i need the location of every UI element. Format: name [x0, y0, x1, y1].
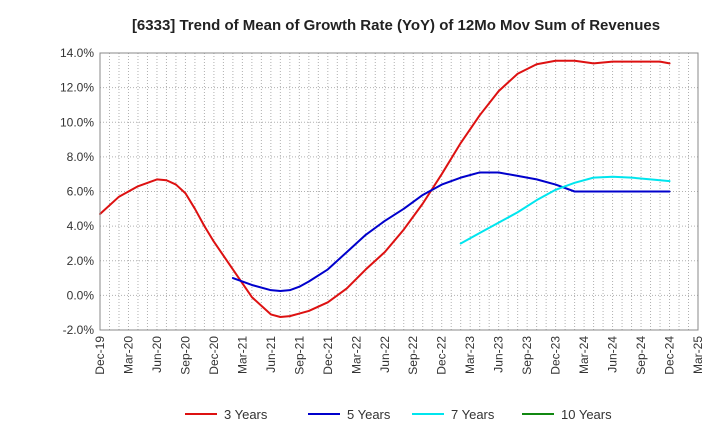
x-tick-label: Jun-21 — [264, 336, 278, 373]
x-tick-label: Mar-21 — [235, 336, 249, 374]
legend-item-3-years: 3 Years — [185, 407, 268, 422]
legend-label: 5 Years — [347, 407, 391, 422]
x-tick-label: Dec-24 — [663, 336, 677, 375]
series-line-7-years — [459, 175, 671, 245]
x-tick-label: Mar-22 — [349, 336, 363, 374]
x-tick-label: Mar-23 — [463, 336, 477, 374]
x-tick-label: Dec-20 — [207, 336, 221, 375]
y-tick-label: -2.0% — [63, 323, 95, 337]
x-tick-label: Mar-25 — [691, 336, 705, 374]
x-tick-label: Sep-21 — [292, 336, 306, 375]
y-tick-label: 4.0% — [67, 219, 95, 233]
series-line-5-years — [231, 171, 671, 293]
series-lines — [99, 59, 671, 319]
x-tick-label: Mar-20 — [121, 336, 135, 374]
series-line-3-years — [99, 59, 671, 319]
x-tick-label: Sep-22 — [406, 336, 420, 375]
legend-label: 3 Years — [224, 407, 268, 422]
legend-label: 7 Years — [451, 407, 495, 422]
x-tick-label: Mar-24 — [577, 336, 591, 374]
x-tick-label: Dec-22 — [435, 336, 449, 375]
y-axis: -2.0% 0.0% 2.0% 4.0% 6.0% 8.0% 10.0% 12.0% 14.0% — [60, 46, 94, 337]
x-axis: Dec-19 Mar-20 Jun-20 Sep-20 Dec-20 Mar-21 Jun-… — [93, 336, 705, 375]
y-tick-label: 0.0% — [67, 288, 95, 302]
legend: 3 Years 5 Years 7 Years 10 Years — [185, 407, 612, 422]
x-tick-label: Sep-24 — [634, 336, 648, 375]
plot-frame — [99, 52, 699, 331]
x-tick-label: Dec-23 — [549, 336, 563, 375]
x-tick-label: Dec-21 — [321, 336, 335, 375]
x-tick-label: Sep-20 — [178, 336, 192, 375]
x-tick-label: Dec-19 — [93, 336, 107, 375]
chart-title: [6333] Trend of Mean of Growth Rate (YoY… — [132, 17, 660, 34]
y-tick-label: 8.0% — [67, 150, 95, 164]
x-tick-label: Jun-24 — [606, 336, 620, 373]
y-tick-label: 14.0% — [60, 46, 94, 60]
y-tick-label: 6.0% — [67, 185, 95, 199]
y-tick-label: 2.0% — [67, 254, 95, 268]
y-tick-label: 12.0% — [60, 81, 94, 95]
x-tick-label: Jun-23 — [492, 336, 506, 373]
y-tick-label: 10.0% — [60, 115, 94, 129]
x-tick-label: Jun-20 — [150, 336, 164, 373]
legend-item-5-years: 5 Years — [308, 407, 391, 422]
legend-item-10-years: 10 Years — [522, 407, 612, 422]
legend-item-7-years: 7 Years — [412, 407, 495, 422]
x-tick-label: Jun-22 — [378, 336, 392, 373]
x-tick-label: Sep-23 — [520, 336, 534, 375]
legend-label: 10 Years — [561, 407, 612, 422]
